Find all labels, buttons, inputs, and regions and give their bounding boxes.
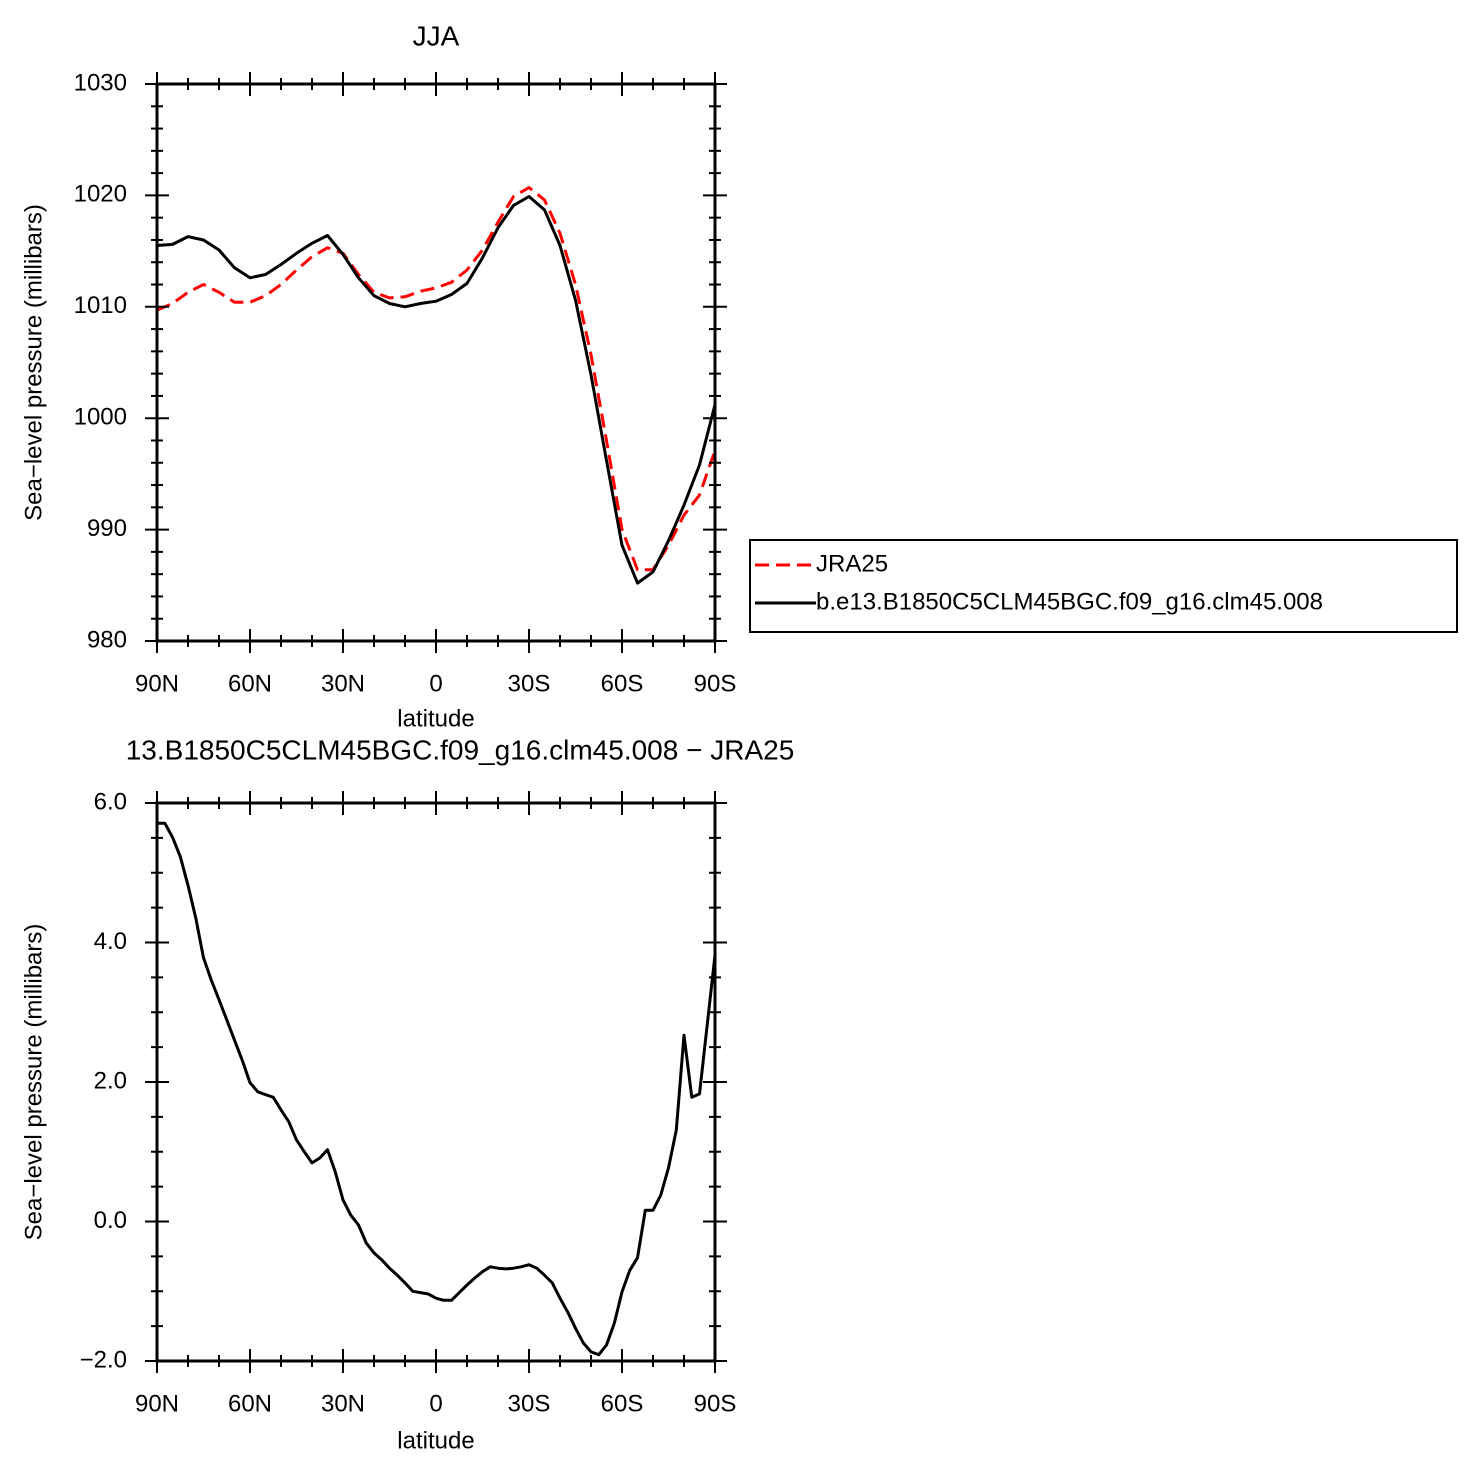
- chart-title: JJA: [413, 20, 460, 51]
- chart-title: 13.B1850C5CLM45BGC.f09_g16.clm45.008 − J…: [126, 734, 795, 765]
- y-tick-label: 1000: [74, 404, 127, 431]
- x-tick-label: 60S: [601, 670, 644, 697]
- x-tick-label: 90N: [135, 1390, 179, 1417]
- plot-frame: [155, 801, 717, 1363]
- x-axis-label: latitude: [397, 1427, 474, 1454]
- legend-label: b.e13.B1850C5CLM45BGC.f09_g16.clm45.008: [816, 588, 1323, 615]
- y-tick-label: 990: [87, 515, 127, 542]
- x-tick-label: 60S: [601, 1390, 644, 1417]
- y-tick-label: 0.0: [94, 1207, 127, 1234]
- legend-box: [749, 539, 1458, 633]
- y-axis-label: Sea−level pressure (millibars): [20, 204, 47, 521]
- x-axis-label: latitude: [397, 705, 474, 732]
- x-tick-label: 60N: [228, 670, 272, 697]
- x-tick-label: 90N: [135, 670, 179, 697]
- y-tick-label: 6.0: [94, 788, 127, 815]
- series-line: [156, 186, 717, 572]
- x-tick-label: 60N: [228, 1390, 272, 1417]
- x-tick-label: 30S: [508, 1390, 551, 1417]
- y-tick-label: 980: [87, 626, 127, 653]
- y-tick-label: 4.0: [94, 928, 127, 955]
- plot: 90N 60N 30N 0 30S 60S 90S 980 990 1000 1010 1020 103…: [20, 20, 1458, 732]
- x-tick-label: 30S: [508, 670, 551, 697]
- plot: 90N 60N 30N 0 30S 60S 90S −2.0 0.0 2.0 4.0 6.0 13.B1…: [20, 734, 794, 1454]
- x-tick-label: 30N: [321, 1390, 365, 1417]
- y-tick-label: −2.0: [80, 1346, 127, 1373]
- series-line: [157, 821, 717, 1357]
- x-tick-label: 30N: [321, 670, 365, 697]
- x-tick-label: 90S: [694, 1390, 737, 1417]
- x-tick-label: 90S: [694, 670, 737, 697]
- y-tick-label: 1020: [74, 181, 127, 208]
- y-tick-label: 1030: [74, 69, 127, 96]
- series-line: [156, 195, 717, 585]
- legend-label: JRA25: [816, 550, 888, 577]
- y-tick-label: 1010: [74, 292, 127, 319]
- y-tick-label: 2.0: [94, 1067, 127, 1094]
- x-tick-label: 0: [429, 670, 442, 697]
- x-tick-label: 0: [429, 1390, 442, 1417]
- y-axis-label: Sea−level pressure (millibars): [20, 924, 47, 1241]
